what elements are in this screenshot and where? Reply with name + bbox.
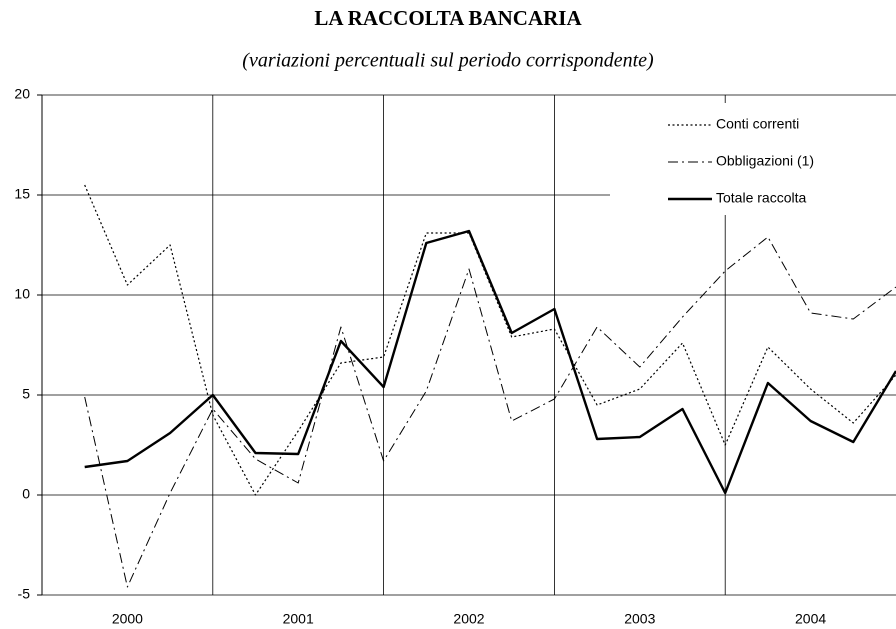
series-line bbox=[84, 236, 896, 588]
x-tick-label: 2003 bbox=[624, 611, 655, 627]
x-tick-label: 2001 bbox=[283, 611, 314, 627]
y-tick-label: 0 bbox=[22, 486, 30, 502]
chart-subtitle: (variazioni percentuali sul periodo corr… bbox=[242, 50, 654, 72]
y-tick-label: 5 bbox=[22, 386, 30, 402]
legend-label: Obbligazioni (1) bbox=[716, 153, 814, 169]
series-line bbox=[84, 229, 896, 495]
x-tick-label: 2002 bbox=[453, 611, 484, 627]
y-tick-label: -5 bbox=[18, 586, 31, 602]
x-tick-label: 2004 bbox=[795, 611, 826, 627]
y-tick-label: 15 bbox=[14, 186, 30, 202]
y-tick-label: 20 bbox=[14, 86, 30, 102]
legend-label: Conti correnti bbox=[716, 116, 799, 132]
x-tick-label: 2000 bbox=[112, 611, 143, 627]
y-tick-label: 10 bbox=[14, 286, 30, 302]
legend: Conti correnti Obbligazioni (1) Totale rac… bbox=[610, 103, 896, 215]
legend-label: Totale raccolta bbox=[716, 190, 806, 206]
legend-box bbox=[610, 103, 896, 215]
chart-title: LA RACCOLTA BANCARIA bbox=[314, 6, 582, 30]
series-line bbox=[84, 184, 896, 496]
